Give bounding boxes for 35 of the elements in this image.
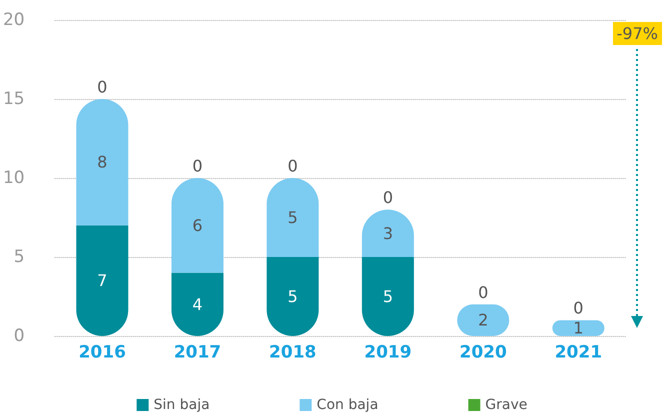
- data-label: 5: [288, 208, 298, 227]
- y-tick-label: 10: [2, 168, 25, 188]
- bar: [171, 178, 224, 273]
- data-label: 5: [288, 287, 298, 306]
- y-tick-label: 0: [14, 326, 25, 346]
- data-label: 0: [478, 282, 488, 302]
- legend-label: Grave: [485, 397, 528, 413]
- data-label: 0: [382, 188, 394, 208]
- data-label: 8: [97, 152, 108, 172]
- y-tick-label: 5: [14, 247, 25, 267]
- bar: [76, 225, 128, 336]
- data-label: 2: [478, 310, 488, 330]
- x-tick-label: 2016: [78, 342, 126, 362]
- data-label: 6: [192, 216, 203, 235]
- data-label: 0: [573, 298, 584, 318]
- y-tick-label: 15: [2, 89, 25, 109]
- data-label: 7: [97, 271, 108, 290]
- bar: [552, 320, 604, 336]
- x-tick-label: 2017: [174, 342, 222, 362]
- legend-label: Con baja: [316, 397, 378, 413]
- x-tick-label: 2019: [364, 342, 412, 362]
- data-label: 3: [382, 224, 394, 243]
- y-tick-label: 20: [2, 10, 25, 30]
- data-label: 0: [97, 78, 108, 96]
- data-label: 4: [192, 294, 203, 314]
- data-label: 0: [288, 156, 298, 176]
- data-label: 1: [573, 318, 584, 338]
- data-label: 0: [192, 156, 203, 176]
- bar: [76, 99, 128, 226]
- x-tick-label: 2020: [459, 342, 507, 362]
- legend-label: Sin baja: [154, 397, 210, 413]
- annotation: -97%: [612, 22, 662, 45]
- x-tick-label: 2018: [269, 342, 316, 362]
- data-label: 5: [382, 287, 394, 306]
- x-tick-label: 2021: [554, 342, 602, 362]
